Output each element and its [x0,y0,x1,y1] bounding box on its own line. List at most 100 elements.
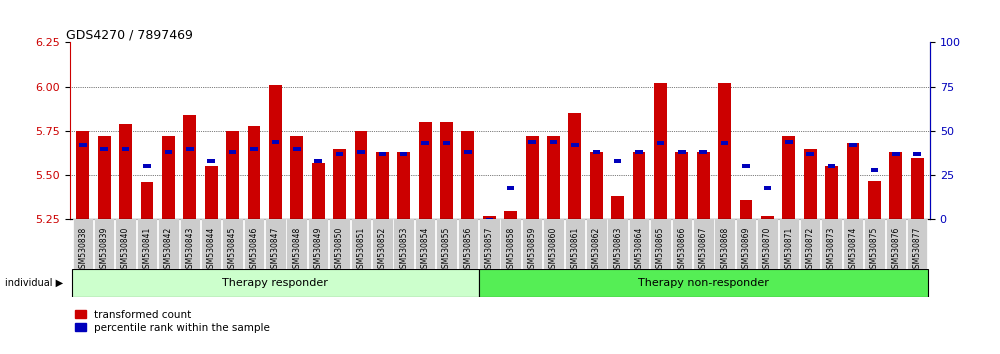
Bar [248,126,260,219]
Text: GSM530844: GSM530844 [207,227,216,273]
Text: GSM530846: GSM530846 [249,227,258,273]
Bar [764,186,771,190]
Text: GSM530858: GSM530858 [506,227,515,273]
Text: GSM530867: GSM530867 [699,227,708,273]
Bar [312,163,325,219]
Bar [590,152,603,219]
Bar [742,165,750,169]
Bar [907,219,927,269]
Bar [201,219,221,269]
Bar [843,219,863,269]
Bar [483,216,496,219]
Bar [180,219,200,269]
Bar [115,219,136,269]
Text: GSM530874: GSM530874 [848,227,857,273]
Text: GSM530851: GSM530851 [356,227,365,273]
Bar [265,219,286,269]
Text: GSM530841: GSM530841 [143,227,152,273]
Bar [357,150,365,154]
Bar [222,219,243,269]
Bar [73,219,93,269]
Bar [736,219,756,269]
Text: GSM530857: GSM530857 [485,227,494,273]
Text: GSM530866: GSM530866 [677,227,686,273]
Text: GSM530864: GSM530864 [635,227,644,273]
Bar [782,136,795,219]
Bar [522,219,542,269]
Bar [693,219,714,269]
Bar [464,150,472,154]
Bar [72,269,479,297]
Bar [479,219,500,269]
Bar [565,219,585,269]
Bar [244,219,264,269]
Text: GSM530877: GSM530877 [913,227,922,273]
Text: GSM530865: GSM530865 [656,227,665,273]
Bar [333,149,346,219]
Text: GSM530842: GSM530842 [164,227,173,273]
Bar [79,143,87,147]
Bar [871,168,878,172]
Bar [911,158,924,219]
Text: GSM530839: GSM530839 [100,227,109,273]
Bar [372,219,393,269]
Legend: transformed count, percentile rank within the sample: transformed count, percentile rank withi… [75,310,270,333]
Bar [740,200,752,219]
Bar [183,115,196,219]
Bar [629,219,649,269]
Bar [397,152,410,219]
Bar [886,219,906,269]
Bar [458,219,478,269]
Bar [137,219,157,269]
Text: GSM530870: GSM530870 [763,227,772,273]
Bar [761,216,774,219]
Bar [779,219,799,269]
Bar [76,131,89,219]
Bar [804,149,817,219]
Bar [314,159,322,163]
Bar [825,166,838,219]
Bar [205,166,218,219]
Bar [98,136,111,219]
Bar [611,196,624,219]
Text: GSM530847: GSM530847 [271,227,280,273]
Bar [675,152,688,219]
Bar [800,219,820,269]
Bar [122,147,129,151]
Bar [828,165,835,169]
Text: GSM530860: GSM530860 [549,227,558,273]
Bar [186,147,194,151]
Bar [672,219,692,269]
Text: GSM530873: GSM530873 [827,227,836,273]
Bar [479,269,928,297]
Bar [293,147,301,151]
Bar [229,150,236,154]
Text: GSM530843: GSM530843 [185,227,194,273]
Bar [379,152,386,156]
Bar [486,217,493,222]
Bar [586,219,607,269]
Bar [421,142,429,145]
Bar [461,131,474,219]
Bar [543,219,564,269]
Text: GSM530862: GSM530862 [592,227,601,273]
Bar [635,150,643,154]
Text: GSM530861: GSM530861 [570,227,579,273]
Text: GSM530855: GSM530855 [442,227,451,273]
Bar [821,219,842,269]
Bar [351,219,371,269]
Bar [614,159,621,163]
Bar [757,219,778,269]
Bar [419,122,432,219]
Text: GDS4270 / 7897469: GDS4270 / 7897469 [66,28,193,41]
Bar [526,136,539,219]
Bar [272,139,279,144]
Bar [507,186,514,190]
Bar [165,150,172,154]
Text: Therapy non-responder: Therapy non-responder [638,278,769,288]
Text: GSM530848: GSM530848 [292,227,301,273]
Bar [393,219,414,269]
Text: GSM530859: GSM530859 [528,227,537,273]
Bar [94,219,114,269]
Bar [415,219,435,269]
